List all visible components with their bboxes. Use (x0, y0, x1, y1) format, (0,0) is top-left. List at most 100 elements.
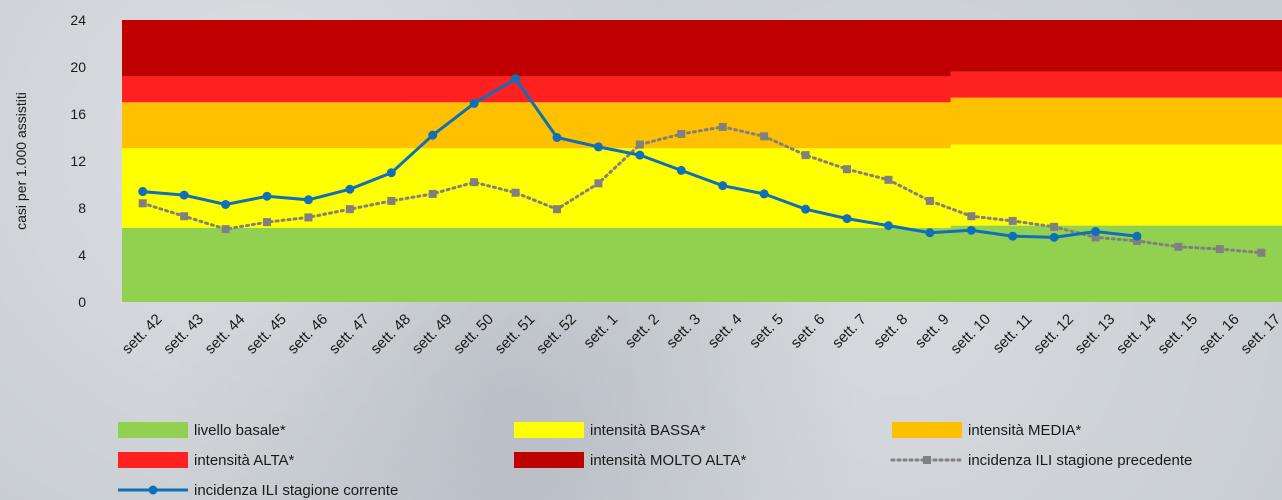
y-tick-label: 20 (70, 59, 86, 75)
legend-label: livello basale* (194, 422, 286, 439)
legend-item: intensità ALTA* (118, 452, 294, 469)
legend-item: livello basale* (118, 422, 286, 439)
data-point (221, 199, 231, 209)
x-tick-label: sett. 49 (409, 311, 456, 358)
legend-label: intensità MOLTO ALTA* (590, 452, 747, 469)
data-point (884, 175, 893, 184)
intensity-bands (122, 20, 1282, 302)
data-point (1091, 227, 1101, 236)
data-point (676, 165, 686, 175)
data-point (180, 212, 189, 221)
legend-swatch (892, 422, 962, 438)
x-tick-label: sett. 2 (622, 311, 663, 352)
data-point (760, 132, 769, 141)
data-point (883, 221, 893, 231)
data-point (428, 130, 438, 140)
data-point (469, 98, 479, 108)
data-point (843, 165, 851, 174)
data-point (263, 218, 271, 227)
data-point (1132, 231, 1142, 241)
data-point (966, 225, 976, 235)
y-axis-title: casi per 1.000 assistiti (13, 92, 29, 230)
data-point (511, 74, 521, 84)
legend-item: intensità BASSA* (514, 422, 706, 439)
data-point (221, 225, 230, 234)
legend-item: incidenza ILI stagione corrente (118, 482, 398, 499)
data-point (1049, 232, 1059, 242)
data-point (1050, 222, 1059, 231)
legend-label: incidenza ILI stagione precedente (968, 452, 1192, 469)
legend-marker (923, 456, 931, 464)
data-point (262, 191, 272, 201)
legend-swatch (514, 452, 584, 468)
data-point (635, 140, 644, 149)
data-point (842, 214, 852, 224)
data-point (304, 213, 313, 222)
data-point (718, 181, 728, 191)
x-tick-label: sett. 52 (533, 311, 580, 358)
data-point (801, 204, 811, 214)
data-point (345, 205, 354, 214)
legend-item: intensità MEDIA* (892, 422, 1082, 439)
x-tick-label: sett. 6 (787, 311, 828, 352)
band-1 (122, 144, 1282, 228)
legend-swatch (118, 452, 188, 468)
x-tick-label: sett. 44 (202, 311, 249, 358)
y-tick-label: 24 (70, 12, 86, 28)
y-tick-label: 8 (78, 200, 86, 216)
series-line (141, 125, 1263, 255)
data-point (179, 190, 189, 200)
data-point (1215, 245, 1224, 254)
x-tick-label: sett. 15 (1154, 311, 1201, 358)
data-point (801, 151, 810, 160)
data-point (718, 122, 727, 131)
x-tick-label: sett. 43 (160, 311, 207, 358)
y-tick-label: 0 (78, 294, 86, 310)
data-point (1008, 216, 1017, 225)
x-tick-label: sett. 50 (450, 311, 497, 358)
legend-swatch (514, 422, 584, 438)
data-point (925, 228, 935, 238)
legend-swatch (118, 422, 188, 438)
data-point (138, 187, 148, 197)
data-point (1174, 242, 1183, 251)
x-tick-label: sett. 47 (326, 311, 373, 358)
data-point (1133, 236, 1141, 245)
data-point (553, 205, 561, 214)
band-4 (122, 20, 1282, 77)
x-tick-label: sett. 42 (119, 311, 166, 358)
data-point (303, 195, 313, 205)
data-point (635, 150, 645, 160)
x-tick-label: sett. 5 (746, 311, 787, 352)
data-point (428, 189, 437, 198)
data-point (1091, 233, 1100, 242)
data-point (1257, 248, 1266, 257)
data-point (677, 129, 686, 138)
legend-label: incidenza ILI stagione corrente (194, 482, 398, 499)
y-tick-label: 4 (78, 247, 86, 263)
data-point (552, 133, 562, 142)
legend: livello basale* intensità BASSA* intensità… (118, 422, 1192, 499)
x-tick-label: sett. 8 (870, 311, 911, 352)
legend-label: intensità ALTA* (194, 452, 294, 469)
data-point (593, 142, 603, 152)
y-axis: 0 4 8 12 16 20 24 (70, 12, 86, 310)
band-3 (122, 71, 1282, 103)
legend-label: intensità MEDIA* (968, 422, 1082, 439)
band-0 (122, 225, 1282, 302)
legend-label: intensità BASSA* (590, 422, 706, 439)
x-tick-label: sett. 45 (243, 311, 290, 358)
x-tick-label: sett. 13 (1072, 311, 1119, 358)
x-tick-label: sett. 17 (1237, 311, 1282, 358)
data-point (759, 189, 769, 199)
x-tick-label: sett. 10 (947, 311, 994, 358)
x-tick-label: sett. 3 (663, 311, 704, 352)
data-point (386, 168, 396, 178)
x-tick-label: sett. 11 (990, 311, 1036, 357)
data-point (925, 196, 934, 205)
y-tick-label: 12 (70, 153, 86, 169)
x-tick-label: sett. 16 (1196, 311, 1243, 358)
data-point (345, 184, 355, 194)
